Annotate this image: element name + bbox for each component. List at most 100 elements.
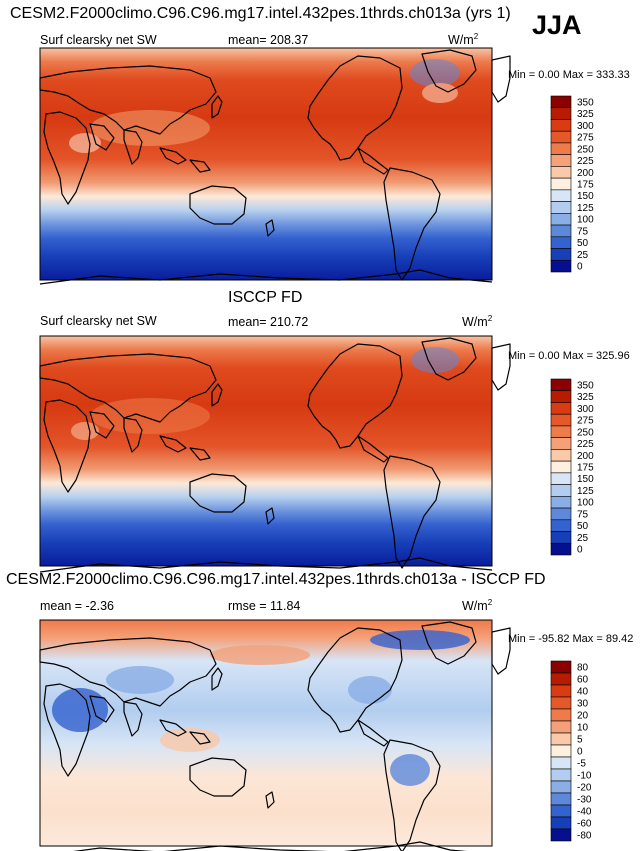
colorbar-tick-label: -40 [577, 807, 592, 818]
colorbar-tick-label: 50 [577, 521, 589, 532]
panel2-units-label: W/m2 [462, 314, 493, 330]
colorbar-box [550, 166, 572, 179]
colorbar-box [550, 828, 572, 842]
colorbar-tick-label: -80 [577, 831, 592, 842]
colorbar-tick-label: 10 [577, 723, 589, 734]
colorbar-tick-label: 300 [577, 121, 594, 132]
colorbar-tick-label: -20 [577, 783, 592, 794]
colorbar-box [550, 259, 572, 273]
panel2-title: ISCCP FD [228, 289, 303, 306]
colorbar-tick-label: 20 [577, 711, 589, 722]
colorbar-tick-label: 40 [577, 687, 589, 698]
colorbar-tick-label: 175 [577, 180, 594, 191]
colorbar-box [550, 684, 572, 698]
colorbar-tick-label: 75 [577, 226, 589, 237]
colorbar-box [550, 542, 572, 556]
colorbar-box [550, 177, 572, 191]
panel3-minmax-label: Min = -95.82 Max = 89.42 [508, 633, 634, 645]
colorbar-tick-label: 125 [577, 203, 594, 214]
colorbar-tick-label: 25 [577, 533, 589, 544]
colorbar-box [550, 780, 572, 794]
colorbar-tick-label: 0 [577, 545, 583, 556]
colorbar-tick-label: 275 [577, 133, 594, 144]
colorbar-box [550, 496, 572, 509]
colorbar-tick-label: 150 [577, 191, 594, 202]
colorbar-box [550, 213, 572, 226]
colorbar-box [550, 425, 572, 438]
colorbar-box [550, 248, 572, 261]
colorbar-tick-label: 0 [577, 262, 583, 273]
panel3-map [39, 619, 511, 851]
colorbar-box [550, 696, 572, 710]
colorbar-tick-label: 60 [577, 675, 589, 686]
colorbar-tick-label: 150 [577, 474, 594, 485]
colorbar-box [550, 519, 572, 532]
colorbar-box [550, 390, 572, 403]
colorbar-box [550, 732, 572, 746]
colorbar-tick-label: 200 [577, 168, 594, 179]
colorbar-box [550, 756, 572, 770]
panel2-minmax-label: Min = 0.00 Max = 325.96 [508, 350, 630, 362]
colorbar-tick-label: 325 [577, 392, 594, 403]
colorbar-box [550, 437, 572, 450]
colorbar-tick-label: 25 [577, 250, 589, 261]
colorbar-tick-label: 225 [577, 156, 594, 167]
colorbar-tick-label: 225 [577, 439, 594, 450]
colorbar-box [550, 119, 572, 132]
panel2-map [39, 335, 511, 573]
panel2-variable-label: Surf clearsky net SW [40, 314, 157, 328]
panel1-units-label: W/m2 [448, 32, 479, 48]
colorbar-box [550, 660, 572, 674]
colorbar-box [550, 224, 572, 238]
colorbar-box [550, 708, 572, 722]
colorbar-box [550, 95, 572, 109]
colorbar-box [550, 449, 572, 462]
colorbar-box [550, 531, 572, 544]
colorbar-box [550, 816, 572, 830]
season-label: JJA [532, 10, 582, 40]
colorbar-box [550, 460, 572, 474]
colorbar-tick-label: 200 [577, 451, 594, 462]
colorbar-box [550, 472, 572, 485]
panel2-mean-label: mean= 210.72 [228, 315, 309, 329]
colorbar-tick-label: 325 [577, 109, 594, 120]
colorbar-tick-label: 350 [577, 97, 594, 108]
colorbar-box [550, 744, 572, 758]
colorbar-tick-label: 30 [577, 699, 589, 710]
panel1-map [39, 47, 511, 285]
colorbar-tick-label: 100 [577, 498, 594, 509]
colorbar-tick-label: -10 [577, 771, 592, 782]
colorbar-box [550, 189, 572, 202]
colorbar-tick-label: 0 [577, 747, 583, 758]
colorbar-box [550, 792, 572, 806]
colorbar-tick-label: 75 [577, 509, 589, 520]
colorbar-box [550, 672, 572, 686]
colorbar-tick-label: -60 [577, 819, 592, 830]
colorbar-box [550, 507, 572, 521]
panel1-title: CESM2.F2000climo.C96.C96.mg17.intel.432p… [10, 5, 511, 22]
colorbar-tick-label: 125 [577, 486, 594, 497]
panel3-units-label: W/m2 [462, 598, 493, 614]
colorbar-tick-label: -30 [577, 795, 592, 806]
colorbar-tick-label: 300 [577, 404, 594, 415]
colorbar-tick-label: 175 [577, 463, 594, 474]
colorbar-box [550, 402, 572, 415]
colorbar-tick-label: 80 [577, 663, 589, 674]
colorbar-box [550, 720, 572, 734]
colorbar-tick-label: 5 [577, 735, 583, 746]
colorbar-box [550, 378, 572, 392]
colorbar-tick-label: 250 [577, 427, 594, 438]
colorbar-box [550, 484, 572, 497]
colorbar-box [550, 768, 572, 782]
colorbar-tick-label: 100 [577, 215, 594, 226]
colorbar-box [550, 236, 572, 249]
colorbar-box [550, 142, 572, 155]
colorbar-tick-label: 350 [577, 380, 594, 391]
colorbar-box [550, 413, 572, 427]
colorbar-box [550, 154, 572, 167]
colorbar-tick-label: -5 [577, 759, 586, 770]
panel3-rmse-label: rmse = 11.84 [228, 599, 301, 613]
